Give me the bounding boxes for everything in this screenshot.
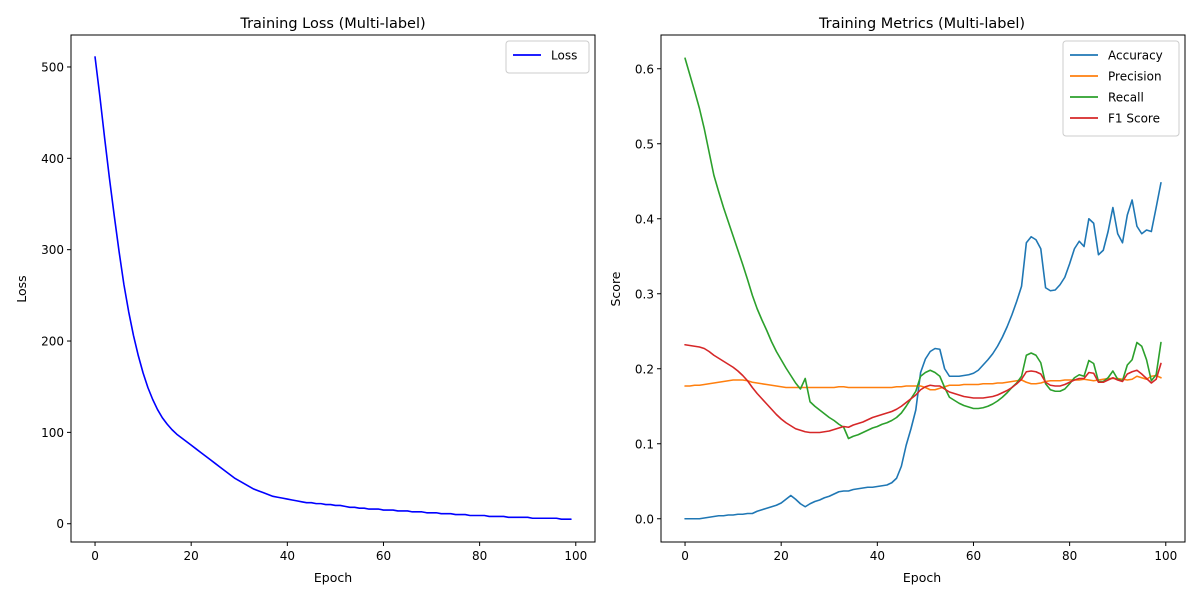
loss-chart-lines xyxy=(94,56,572,520)
loss-chart-ylabel: Loss xyxy=(14,275,29,302)
loss-chart-title: Training Loss (Multi-label) xyxy=(239,16,425,32)
metrics-chart-x-tick-label: 100 xyxy=(1154,549,1177,563)
metrics-chart-x-tick-label: 0 xyxy=(681,549,689,563)
loss-chart-legend: Loss xyxy=(505,40,590,74)
metrics-chart-y-tick-label: 0.0 xyxy=(635,512,654,526)
metrics-chart-x-tick-label: 40 xyxy=(870,549,885,563)
metrics-chart-legend-label-accuracy: Accuracy xyxy=(1108,49,1163,63)
loss-chart-y-tick-label: 500 xyxy=(41,60,64,74)
metrics-chart-legend: Accuracy Precision Recall F1 Score xyxy=(1062,40,1180,137)
loss-chart-panel: Training Loss (Multi-label) Epoch Loss 0… xyxy=(14,16,596,585)
metrics-chart-ylabel: Score xyxy=(608,271,623,306)
metrics-chart-series-precision xyxy=(684,374,1162,391)
metrics-chart-y-tick-label: 0.6 xyxy=(635,62,654,76)
metrics-chart-series-f1-score xyxy=(684,343,1162,434)
metrics-chart-ticks: 0 20 40 60 80 100 0.0 0.1 0.2 0.3 0.4 0.5 0.6 xyxy=(635,62,1177,563)
loss-chart-x-tick-label: 0 xyxy=(91,549,99,563)
metrics-chart-legend-label-recall: Recall xyxy=(1108,91,1144,105)
loss-chart-ticks: 0 20 40 60 80 100 0 100 200 300 400 500 xyxy=(41,60,587,563)
loss-chart-x-tick-label: 100 xyxy=(564,549,587,563)
metrics-chart-y-tick-label: 0.5 xyxy=(635,137,654,151)
loss-chart-y-tick-label: 400 xyxy=(41,152,64,166)
metrics-chart-xlabel: Epoch xyxy=(903,570,941,585)
loss-chart-y-tick-label: 0 xyxy=(56,517,64,531)
metrics-chart-title: Training Metrics (Multi-label) xyxy=(818,16,1025,32)
loss-chart-y-tick-label: 200 xyxy=(41,335,64,349)
metrics-chart-x-tick-label: 20 xyxy=(774,549,789,563)
loss-chart-x-tick-label: 80 xyxy=(472,549,487,563)
metrics-chart-series-recall xyxy=(684,57,1162,440)
loss-chart-xlabel: Epoch xyxy=(314,570,352,585)
metrics-chart-y-tick-label: 0.2 xyxy=(635,362,654,376)
metrics-chart-legend-box xyxy=(1062,40,1180,137)
loss-chart-legend-label-loss: Loss xyxy=(551,49,577,63)
loss-chart-x-tick-label: 40 xyxy=(280,549,295,563)
metrics-chart-legend-label-f1-score: F1 Score xyxy=(1108,112,1160,126)
metrics-chart-x-tick-label: 80 xyxy=(1062,549,1077,563)
loss-chart-y-tick-label: 300 xyxy=(41,243,64,257)
loss-chart-series-loss xyxy=(94,56,572,520)
metrics-chart-y-tick-label: 0.1 xyxy=(635,437,654,451)
loss-chart-legend-box xyxy=(505,40,590,74)
loss-chart-y-tick-label: 100 xyxy=(41,426,64,440)
metrics-chart-panel: Training Metrics (Multi-label) Epoch Sco… xyxy=(608,16,1186,585)
metrics-chart-plot-frame xyxy=(660,34,1186,543)
loss-chart-plot-frame xyxy=(70,34,596,543)
metrics-chart-legend-label-precision: Precision xyxy=(1108,70,1162,84)
loss-chart-x-tick-label: 20 xyxy=(184,549,199,563)
loss-chart-x-tick-label: 60 xyxy=(376,549,391,563)
metrics-chart-y-tick-label: 0.3 xyxy=(635,287,654,301)
metrics-chart-x-tick-label: 60 xyxy=(966,549,981,563)
metrics-chart-series-accuracy xyxy=(684,181,1162,520)
metrics-chart-y-tick-label: 0.4 xyxy=(635,212,654,226)
metrics-chart-lines xyxy=(684,57,1162,520)
